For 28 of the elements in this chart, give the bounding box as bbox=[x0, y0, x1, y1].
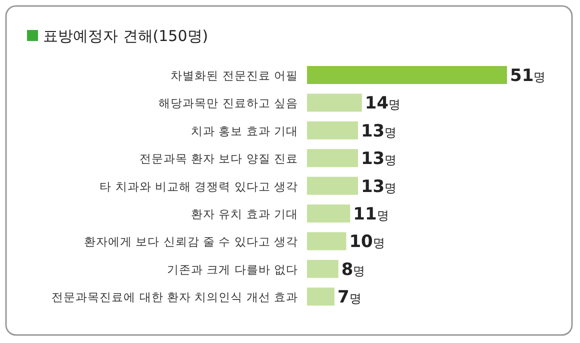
bar bbox=[307, 66, 507, 84]
y-tick-label: 해당과목만 진료하고 싶음 bbox=[158, 96, 298, 110]
data-label: 7명 bbox=[337, 288, 362, 308]
data-label: 14명 bbox=[364, 94, 401, 114]
bar bbox=[307, 288, 334, 306]
y-tick-label: 전문과목 환자 보다 양질 진료 bbox=[139, 152, 298, 166]
y-tick-label: 타 치과와 비교해 경쟁력 있다고 생각 bbox=[100, 179, 298, 194]
bar bbox=[307, 121, 358, 140]
bar bbox=[307, 260, 338, 278]
y-tick-label: 치과 홍보 효과 기대 bbox=[191, 124, 298, 138]
data-label: 10명 bbox=[349, 232, 385, 252]
bar bbox=[307, 232, 346, 250]
bar bbox=[307, 204, 350, 222]
y-tick-label: 차별화된 전문진료 어필 bbox=[170, 68, 298, 82]
data-label: 13명 bbox=[360, 176, 397, 197]
y-tick-label: 환자 유치 효과 기대 bbox=[191, 207, 298, 221]
data-label: 8명 bbox=[341, 260, 366, 280]
text: 표방예정자 견해(150명) bbox=[43, 27, 208, 45]
y-tick-label: 환자에게 보다 신뢰감 줄 수 있다고 생각 bbox=[84, 234, 298, 249]
y-tick-label: 전문과목진료에 대한 환자 치의인식 개선 효과 bbox=[52, 290, 298, 304]
bar bbox=[307, 176, 358, 195]
bar bbox=[307, 94, 362, 112]
y-tick-label: 기존과 크게 다를바 없다 bbox=[167, 262, 298, 276]
data-label: 13명 bbox=[360, 121, 397, 142]
data-label: 11명 bbox=[353, 204, 389, 224]
data-label: 51명 bbox=[510, 66, 546, 86]
data-label: 13명 bbox=[360, 149, 397, 170]
bar bbox=[307, 149, 358, 168]
